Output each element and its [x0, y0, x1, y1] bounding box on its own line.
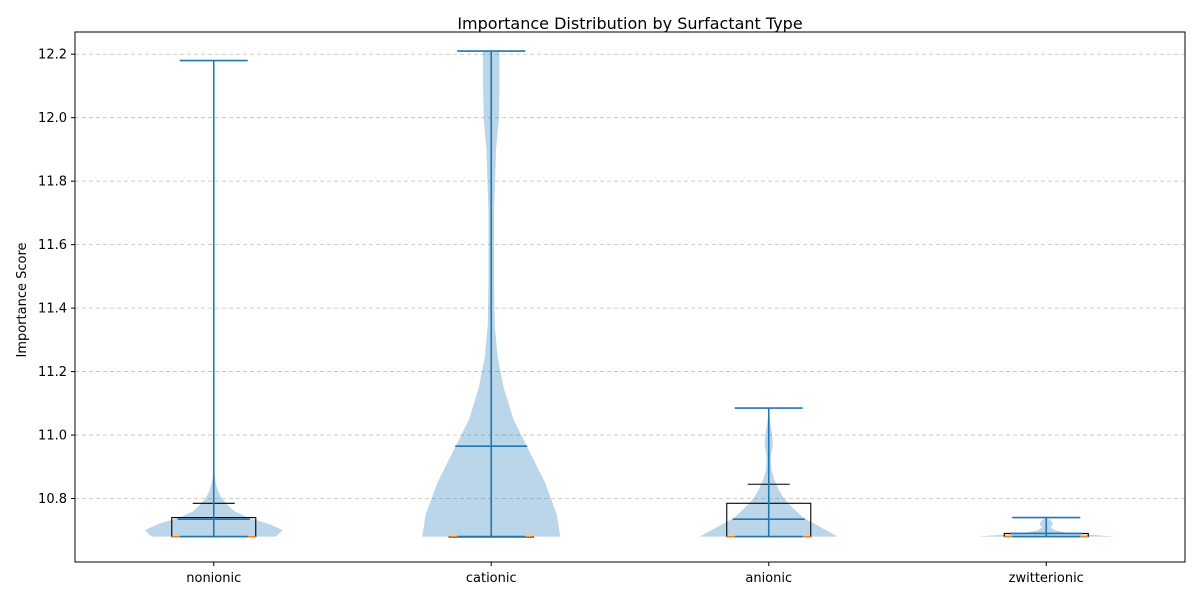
grid-lines [75, 53, 1185, 499]
y-tick-label-5: 11.8 [38, 175, 67, 190]
x-tick-label-anionic: anionic [745, 571, 792, 586]
y-axis: 10.8 11.0 11.2 11.4 11.6 11.8 12.0 12.2 [38, 48, 75, 507]
y-tick-label-0: 10.8 [38, 492, 67, 507]
chart-title: Importance Distribution by Surfactant Ty… [457, 14, 802, 33]
y-tick-label-3: 11.4 [38, 302, 67, 317]
x-axis: nonionic cationic anionic zwitterionic [186, 562, 1084, 586]
y-tick-label-4: 11.6 [38, 238, 67, 253]
plot-area-frame [74, 31, 1186, 563]
y-tick-label-2: 11.2 [38, 365, 67, 380]
violin-statistics [177, 50, 1083, 538]
x-tick-label-cationic: cationic [466, 571, 517, 586]
y-tick-label-6: 12.0 [38, 111, 67, 126]
y-axis-label: Importance Score [15, 242, 30, 357]
y-tick-label-7: 12.2 [38, 48, 67, 63]
y-tick-label-1: 11.0 [38, 429, 67, 444]
violins [144, 51, 1116, 537]
box-plots [171, 483, 1089, 538]
x-tick-label-zwitterionic: zwitterionic [1009, 571, 1084, 586]
x-tick-label-nonionic: nonionic [186, 571, 241, 586]
